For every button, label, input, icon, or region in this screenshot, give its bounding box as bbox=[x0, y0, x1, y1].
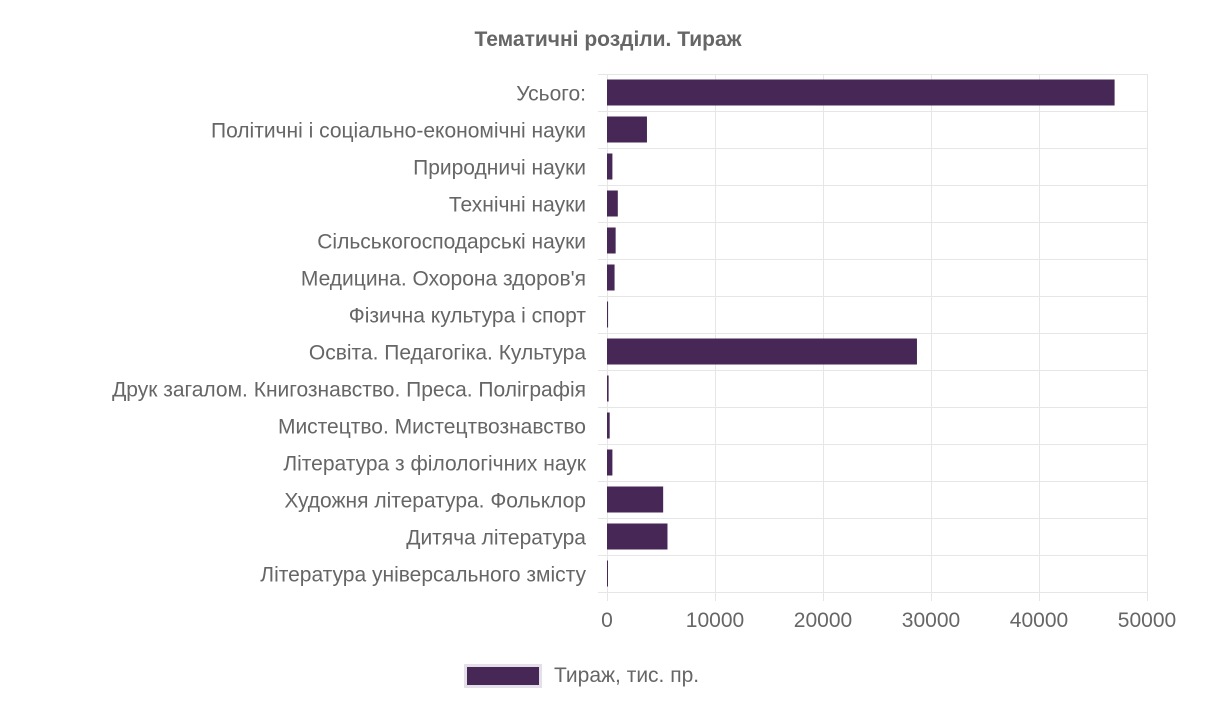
bar[interactable] bbox=[607, 116, 647, 143]
category-label: Усього: bbox=[516, 83, 586, 106]
category-label: Художня література. Фольклор bbox=[284, 490, 586, 513]
bar[interactable] bbox=[607, 264, 615, 291]
category-label: Освіта. Педагогіка. Культура bbox=[309, 342, 586, 365]
category-label: Дитяча література bbox=[406, 527, 586, 550]
x-tick-label: 40000 bbox=[1010, 609, 1068, 632]
bar[interactable] bbox=[607, 79, 1115, 106]
bar[interactable] bbox=[607, 301, 609, 328]
legend-label: Тираж, тис. пр. bbox=[554, 664, 700, 687]
bar[interactable] bbox=[607, 153, 613, 180]
x-tick-label: 30000 bbox=[902, 609, 960, 632]
category-label: Література з філологічних наук bbox=[283, 453, 586, 476]
chart-title: Тематичні розділи. Тираж bbox=[474, 28, 742, 51]
x-axis-tick-labels: 0 10000 20000 30000 40000 50000 bbox=[601, 609, 1176, 632]
category-label: Література універсального змісту bbox=[260, 564, 586, 587]
bar[interactable] bbox=[607, 375, 609, 402]
category-label: Природничі науки bbox=[413, 157, 586, 180]
bar[interactable] bbox=[607, 190, 618, 217]
category-labels: Усього: Політичні і соціально-економічні … bbox=[112, 83, 587, 587]
category-label: Мистецтво. Мистецтвознавство bbox=[278, 416, 586, 439]
bar[interactable] bbox=[607, 338, 917, 365]
bar[interactable] bbox=[607, 523, 668, 550]
category-label: Друк загалом. Книгознавство. Преса. Полі… bbox=[112, 379, 586, 402]
bar[interactable] bbox=[607, 227, 616, 254]
grid bbox=[598, 74, 1148, 601]
x-tick-label: 50000 bbox=[1118, 609, 1176, 632]
bar[interactable] bbox=[607, 449, 613, 476]
legend-swatch bbox=[464, 664, 542, 688]
bar[interactable] bbox=[607, 560, 608, 587]
category-label: Фізична культура і спорт bbox=[349, 305, 587, 328]
bar[interactable] bbox=[607, 486, 664, 513]
x-tick-label: 20000 bbox=[794, 609, 852, 632]
bar[interactable] bbox=[607, 412, 610, 439]
bars bbox=[607, 79, 1115, 587]
category-label: Медицина. Охорона здоров'я bbox=[301, 268, 586, 291]
category-label: Політичні і соціально-економічні науки bbox=[211, 120, 586, 143]
x-tick-label: 0 bbox=[601, 609, 613, 632]
legend[interactable]: Тираж, тис. пр. bbox=[464, 661, 699, 691]
category-label: Технічні науки bbox=[449, 194, 586, 217]
x-tick-label: 10000 bbox=[686, 609, 744, 632]
category-label: Сільськогосподарські науки bbox=[317, 231, 586, 254]
